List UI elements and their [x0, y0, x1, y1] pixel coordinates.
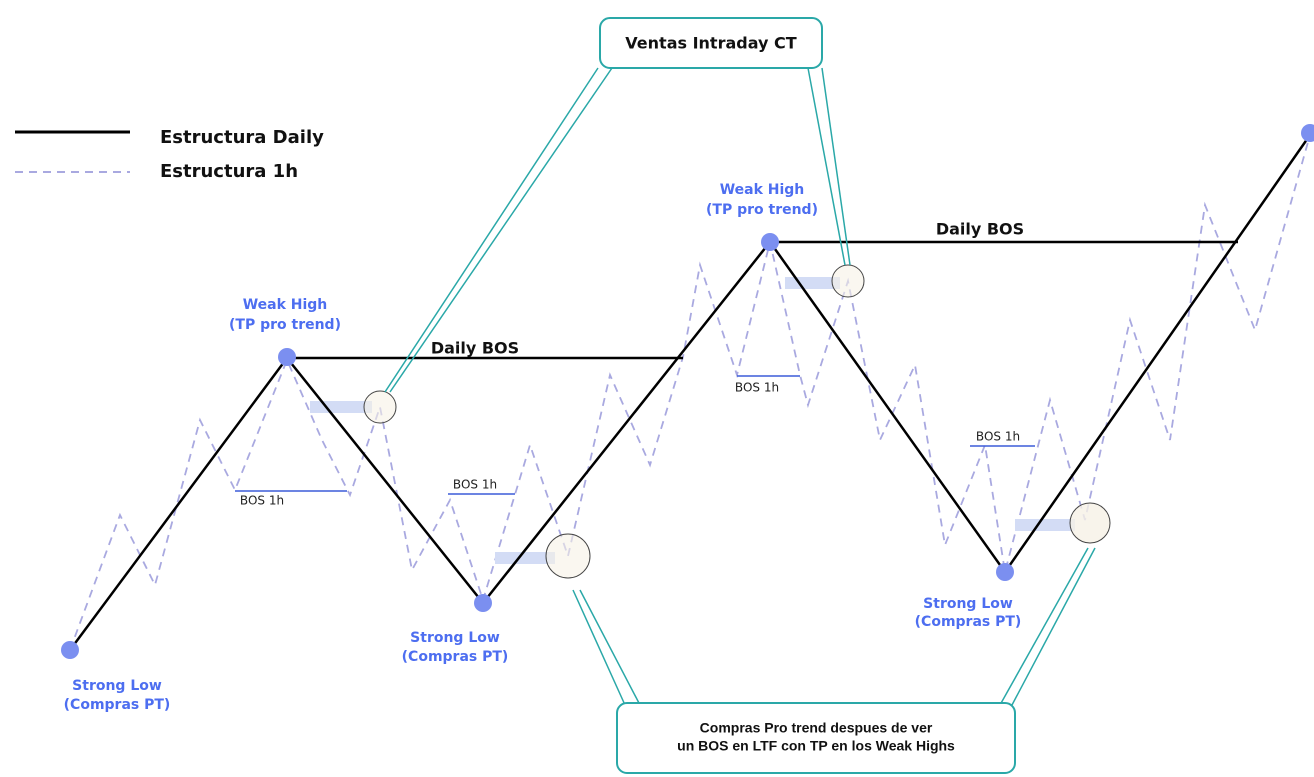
entry-circle — [831, 264, 865, 298]
bos-1h-label: BOS 1h — [976, 430, 1020, 444]
callout-box — [616, 702, 1016, 774]
zone — [310, 401, 372, 413]
swing-label: Weak High — [243, 297, 328, 313]
swing-label: Weak High — [720, 182, 805, 198]
swing-label: (TP pro trend) — [229, 317, 341, 333]
swing-label: (TP pro trend) — [706, 202, 818, 218]
swing-points — [61, 124, 1314, 659]
callout-pointer — [384, 67, 1096, 706]
swing-label: (Compras PT) — [402, 649, 509, 665]
entry-circle — [545, 533, 591, 579]
structure-1h — [69, 134, 1311, 651]
zone — [1015, 519, 1075, 531]
bos-1h-label: BOS 1h — [735, 381, 779, 395]
callout-box — [599, 17, 823, 69]
bos-1h-label: BOS 1h — [240, 494, 284, 508]
bos-1h-label: BOS 1h — [453, 478, 497, 492]
callout-text: un BOS en LTF con TP en los Weak Highs — [677, 738, 955, 754]
swing-label: Strong Low — [410, 630, 500, 646]
daily-bos-label: Daily BOS — [431, 339, 519, 358]
swing-label: Strong Low — [72, 678, 162, 694]
entry-circle — [1069, 502, 1111, 544]
daily-bos-label: Daily BOS — [936, 220, 1024, 239]
swing-label: (Compras PT) — [64, 697, 171, 713]
zone — [785, 277, 840, 289]
entry-circle — [363, 390, 397, 424]
swing-label: (Compras PT) — [915, 614, 1022, 630]
zone — [495, 552, 555, 564]
structure-daily — [68, 134, 1312, 651]
callout-text: Compras Pro trend despues de ver — [700, 720, 933, 736]
legend-label: Estructura Daily — [160, 127, 324, 148]
legend-label: Estructura 1h — [160, 161, 298, 182]
callout-text: Ventas Intraday CT — [625, 34, 796, 53]
swing-label: Strong Low — [923, 596, 1013, 612]
